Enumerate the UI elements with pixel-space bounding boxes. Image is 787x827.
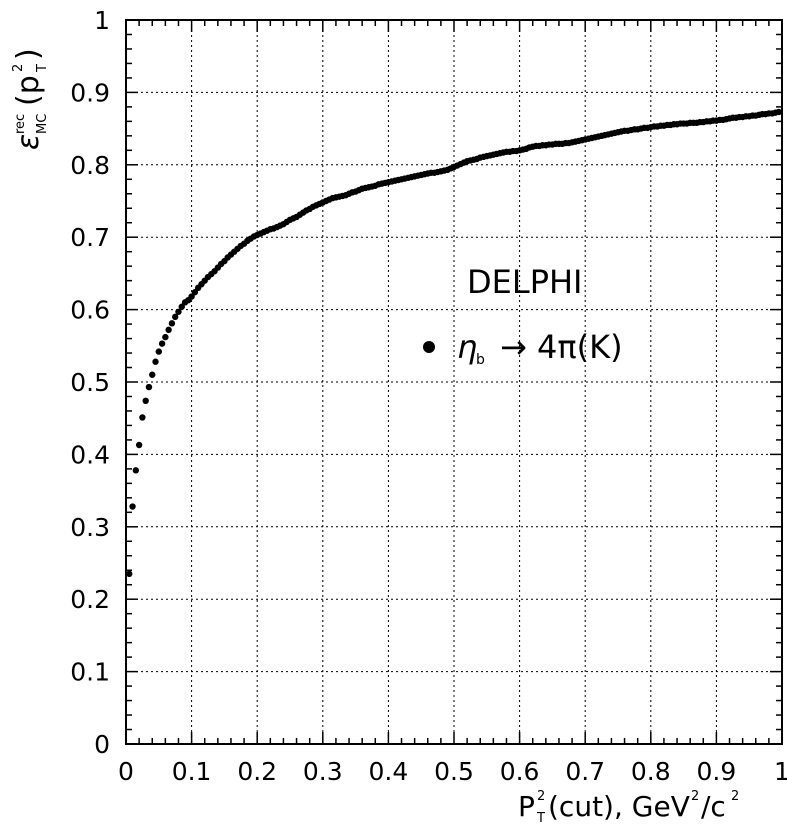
svg-text:MC: MC	[35, 114, 50, 134]
y-axis-label: ε MC rec (p T 2 )	[11, 48, 50, 150]
legend-label: η b → 4π(K)	[457, 328, 623, 368]
experiment-label: DELPHI	[467, 263, 582, 301]
svg-text:rec: rec	[13, 114, 28, 134]
y-tick-label: 0.5	[70, 368, 110, 397]
y-tick-label: 0	[94, 730, 110, 759]
data-points	[126, 108, 782, 578]
x-tick-label: 0.7	[565, 757, 605, 786]
data-point	[155, 348, 162, 355]
data-point	[139, 414, 146, 421]
x-tick-label: 0	[118, 757, 134, 786]
data-point	[775, 108, 782, 116]
x-axis-label: P T 2 (cut), GeV 2 /c 2	[518, 789, 739, 826]
data-point	[175, 308, 182, 315]
y-tick-label: 0.3	[70, 513, 110, 542]
data-point	[126, 570, 133, 578]
data-point	[178, 303, 185, 310]
svg-text:(cut), GeV: (cut), GeV	[548, 790, 690, 823]
svg-text:T: T	[536, 811, 545, 826]
x-tick-label: 0.8	[631, 757, 671, 786]
data-point	[132, 467, 140, 474]
data-point	[149, 371, 156, 378]
data-point	[162, 333, 169, 341]
y-tick-labels: 0 0.1 0.2 0.3 0.4 0.5 0.6 0.7 0.8 0.9 1	[70, 6, 110, 759]
y-tick-label: 0.4	[70, 440, 110, 469]
x-tick-labels: 0 0.1 0.2 0.3 0.4 0.5 0.6 0.7 0.8 0.9 1	[118, 757, 787, 786]
data-point	[145, 383, 153, 391]
axis-ticks	[125, 19, 783, 745]
data-point	[165, 326, 172, 334]
y-tick-label: 0.9	[70, 78, 110, 107]
data-point	[158, 340, 166, 347]
data-point	[135, 441, 143, 449]
x-tick-label: 0.1	[172, 757, 212, 786]
x-tick-label: 0.9	[697, 757, 737, 786]
svg-text:η: η	[457, 328, 477, 366]
svg-text:): )	[11, 48, 46, 60]
grid	[126, 20, 782, 744]
data-point	[142, 397, 149, 405]
y-tick-label: 0.2	[70, 585, 110, 614]
y-tick-label: 0.7	[70, 223, 110, 252]
x-tick-label: 0.3	[303, 757, 343, 786]
svg-text:/c: /c	[701, 790, 726, 823]
data-point	[191, 289, 199, 296]
svg-text:2: 2	[731, 789, 739, 804]
data-point	[172, 313, 179, 321]
data-point	[188, 293, 195, 300]
svg-text:→ 4π(K): → 4π(K)	[500, 328, 623, 366]
svg-text:(p: (p	[11, 75, 46, 106]
svg-text:ε: ε	[11, 134, 46, 150]
y-tick-label: 0.8	[70, 151, 110, 180]
y-tick-label: 1	[94, 6, 110, 35]
data-point	[168, 320, 176, 327]
x-tick-label: 0.2	[237, 757, 277, 786]
x-tick-label: 0.5	[434, 757, 474, 786]
x-tick-label: 0.6	[500, 757, 540, 786]
legend-marker	[423, 341, 435, 353]
data-point	[152, 358, 159, 365]
svg-text:P: P	[518, 790, 535, 823]
data-point	[129, 503, 136, 510]
svg-text:2: 2	[537, 789, 545, 804]
svg-text:T: T	[35, 64, 50, 73]
y-tick-label: 0.1	[70, 658, 110, 687]
x-tick-label: 0.4	[369, 757, 409, 786]
svg-text:2: 2	[691, 789, 699, 804]
x-tick-label: 1	[774, 757, 787, 786]
svg-text:b: b	[476, 352, 485, 368]
y-tick-label: 0.6	[70, 296, 110, 325]
svg-text:2: 2	[11, 64, 26, 72]
